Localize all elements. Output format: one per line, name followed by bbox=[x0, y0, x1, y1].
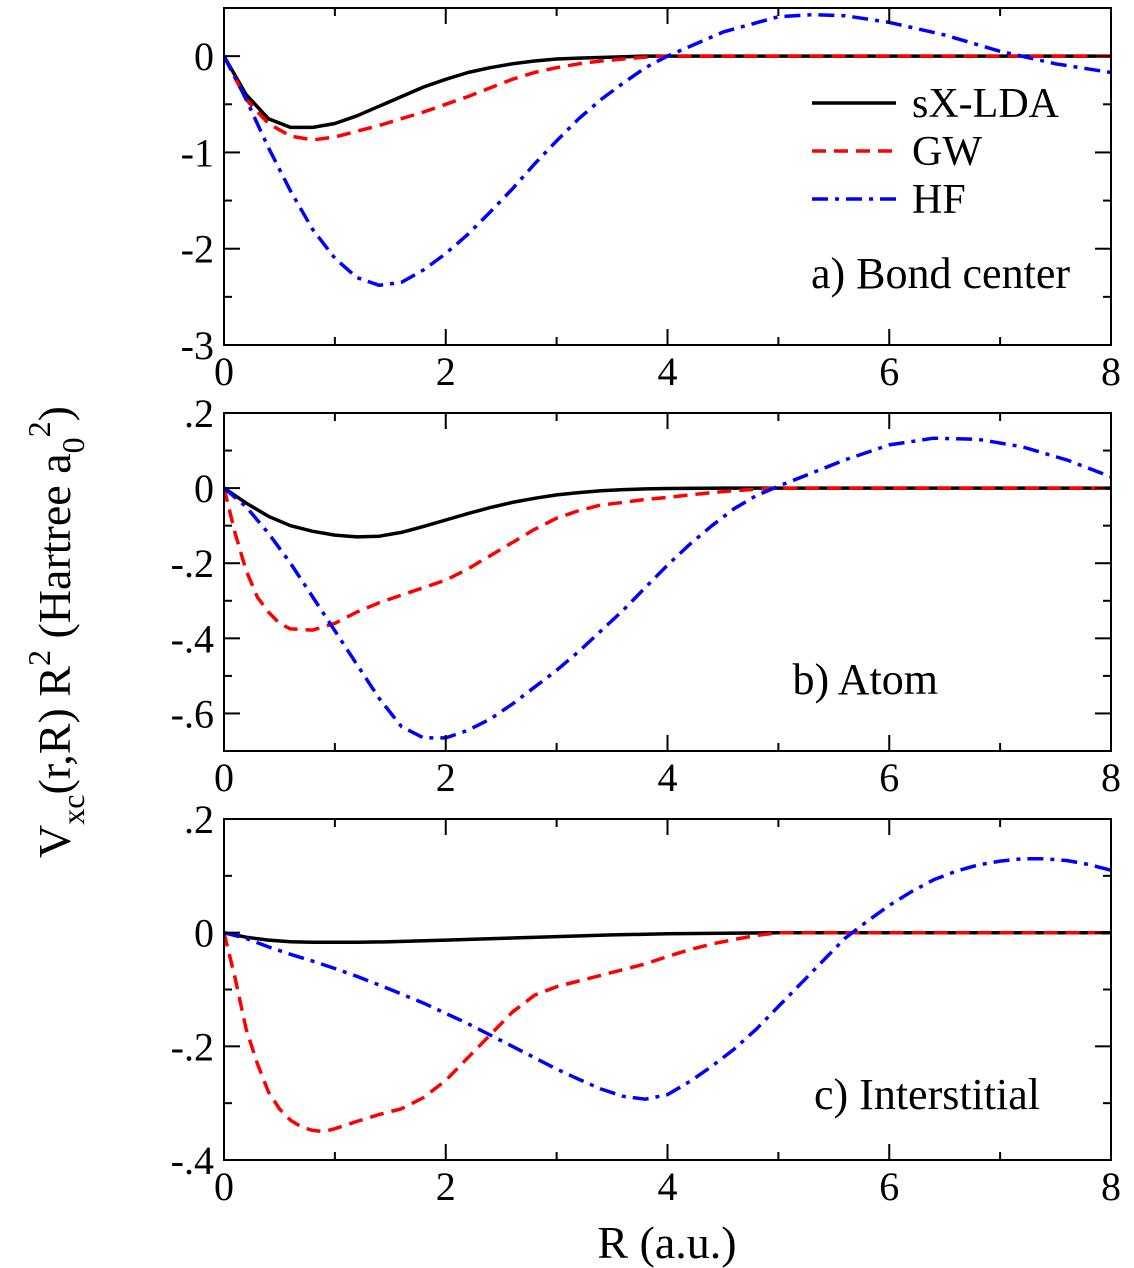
y-tick-label: -.4 bbox=[171, 616, 214, 661]
y-tick-label: -1 bbox=[181, 130, 214, 175]
y-axis-title-sup: 2 bbox=[21, 650, 57, 666]
y-tick-label: .2 bbox=[184, 391, 214, 436]
legend-label: HF bbox=[912, 177, 966, 223]
x-tick-label: 2 bbox=[436, 755, 456, 800]
y-tick-label: -.4 bbox=[171, 1138, 214, 1183]
panel-b: 0 2 4 6 8 -.6 -.4 -.2 0 .2 b) Atom bbox=[171, 391, 1121, 800]
y-tick-label: -2 bbox=[181, 227, 214, 272]
y-axis-title-end: ) bbox=[29, 406, 80, 421]
x-tick-label: 4 bbox=[658, 349, 678, 394]
x-tick-label: 4 bbox=[658, 755, 678, 800]
y-axis-title-main: V bbox=[29, 825, 80, 858]
y-tick-label: .2 bbox=[184, 797, 214, 842]
legend-label: GW bbox=[912, 129, 982, 175]
panel-annotation: b) Atom bbox=[793, 655, 938, 704]
x-tick-label: 8 bbox=[1101, 349, 1121, 394]
x-tick-label: 2 bbox=[436, 1164, 456, 1209]
x-tick-label: 8 bbox=[1101, 1164, 1121, 1209]
series-line-hf bbox=[224, 436, 1111, 740]
y-tick-label: -.2 bbox=[171, 541, 214, 586]
y-tick-label: -.2 bbox=[171, 1024, 214, 1069]
panel-c: 0 2 4 6 8 -.4 -.2 0 .2 c) Interstitial bbox=[171, 797, 1121, 1209]
x-tick-label: 6 bbox=[879, 1164, 899, 1209]
x-tick-label: 6 bbox=[879, 755, 899, 800]
x-axis-title: R (a.u.) bbox=[597, 1217, 736, 1268]
panel-annotation: a) Bond center bbox=[811, 249, 1070, 298]
y-tick-label: 0 bbox=[194, 34, 214, 79]
y-axis-title-sub1: xc bbox=[55, 795, 91, 825]
series-line-sx-lda bbox=[224, 930, 1111, 945]
y-axis-title: Vxc(r,R) R2 (Hartree a02) bbox=[21, 406, 91, 858]
x-tick-label: 6 bbox=[879, 349, 899, 394]
y-tick-label: 0 bbox=[194, 911, 214, 956]
x-tick-label: 8 bbox=[1101, 755, 1121, 800]
x-tick-label: 2 bbox=[436, 349, 456, 394]
plot-frame bbox=[223, 412, 1112, 752]
y-axis-title-tail: (Hartree a bbox=[29, 453, 80, 650]
series-line-hf bbox=[224, 12, 1111, 288]
series-line-sx-lda bbox=[224, 486, 1111, 539]
y-tick-label: -3 bbox=[181, 323, 214, 368]
x-tick-label: 4 bbox=[658, 1164, 678, 1209]
x-tick-label: 0 bbox=[214, 1164, 234, 1209]
x-tick-label: 0 bbox=[214, 755, 234, 800]
panel-annotation: c) Interstitial bbox=[814, 1070, 1040, 1119]
x-tick-label: 0 bbox=[214, 349, 234, 394]
y-tick-label: -.6 bbox=[171, 691, 214, 736]
legend-label: sX-LDA bbox=[912, 81, 1060, 127]
y-axis-title-mid: (r,R) R bbox=[29, 666, 80, 795]
y-tick-label: 0 bbox=[194, 466, 214, 511]
y-axis-title-sub2: 0 bbox=[55, 437, 91, 453]
series-line-hf bbox=[224, 857, 1111, 1101]
y-axis-title-sup2: 2 bbox=[21, 421, 57, 437]
series-line-gw bbox=[224, 486, 1111, 632]
series-line-gw bbox=[224, 930, 1111, 1134]
